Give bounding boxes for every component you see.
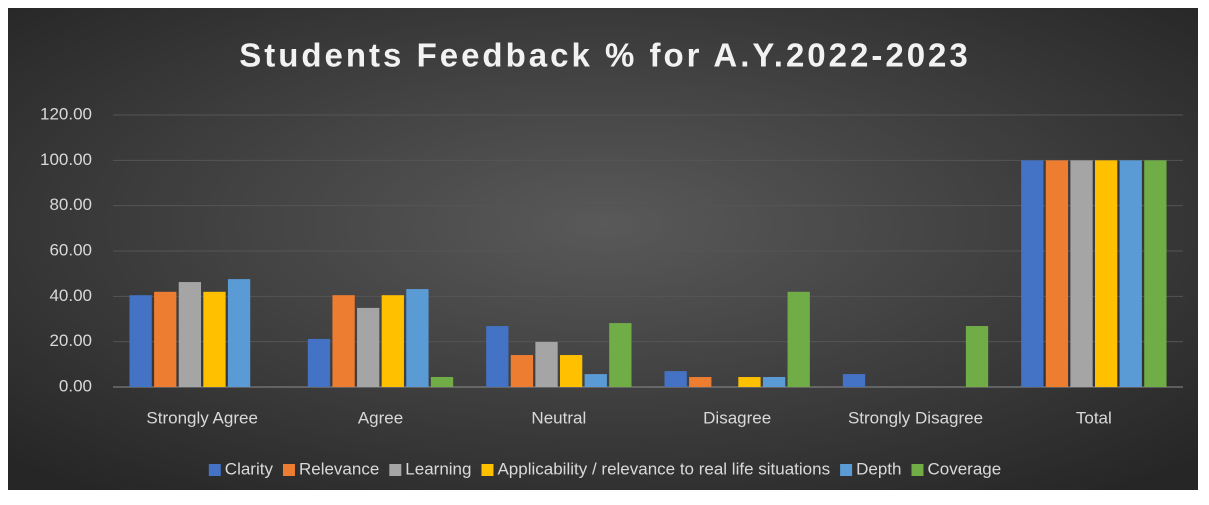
bar	[559, 355, 583, 387]
bar	[609, 323, 632, 387]
bar	[535, 341, 558, 387]
bar	[154, 291, 177, 387]
y-tick-label: 80.00	[49, 195, 92, 214]
bar	[381, 295, 404, 387]
bar	[430, 377, 454, 387]
bar	[1094, 160, 1118, 387]
bar	[203, 291, 226, 387]
chart-background	[8, 8, 1198, 490]
x-tick-label: Total	[1076, 408, 1112, 427]
bar	[178, 282, 202, 387]
legend-swatch	[208, 464, 221, 476]
bar	[965, 326, 989, 387]
y-tick-label: 120.00	[40, 104, 92, 123]
bar	[762, 377, 786, 387]
legend-swatch	[481, 464, 494, 476]
bar	[406, 289, 429, 387]
bar	[1045, 160, 1069, 387]
x-tick-label: Strongly Agree	[146, 408, 258, 427]
x-tick-label: Agree	[358, 408, 403, 427]
legend-label: Learning	[405, 459, 471, 478]
x-tick-label: Disagree	[703, 408, 771, 427]
y-tick-label: 60.00	[49, 240, 92, 259]
bar	[332, 295, 355, 387]
legend-swatch	[282, 464, 295, 476]
bar	[227, 279, 251, 387]
bar	[307, 338, 331, 387]
bar	[1144, 160, 1167, 387]
bar	[357, 307, 380, 387]
legend-label: Depth	[856, 459, 901, 478]
bar	[486, 326, 509, 387]
legend-label: Clarity	[225, 459, 274, 478]
y-tick-label: 20.00	[49, 331, 92, 350]
legend-swatch	[911, 464, 924, 476]
bar	[842, 374, 866, 387]
legend-swatch	[840, 464, 853, 476]
legend-label: Coverage	[927, 459, 1001, 478]
legend-label: Applicability / relevance to real life s…	[497, 459, 830, 478]
bar	[664, 371, 687, 387]
legend-label: Relevance	[299, 459, 379, 478]
bar	[584, 374, 607, 387]
bar	[510, 355, 534, 387]
bar	[738, 377, 761, 387]
x-tick-label: Neutral	[531, 408, 586, 427]
legend-swatch	[389, 464, 402, 476]
x-tick-label: Strongly Disagree	[848, 408, 983, 427]
chart-title: Students Feedback % for A.Y.2022-2023	[239, 37, 971, 74]
bar	[1070, 160, 1093, 387]
bar	[129, 295, 152, 387]
y-tick-label: 100.00	[40, 150, 92, 169]
bar	[787, 291, 810, 387]
bar	[1119, 160, 1142, 387]
bar	[689, 377, 712, 387]
y-tick-label: 0.00	[59, 376, 92, 395]
y-tick-label: 40.00	[49, 286, 92, 305]
bar	[1021, 160, 1044, 387]
